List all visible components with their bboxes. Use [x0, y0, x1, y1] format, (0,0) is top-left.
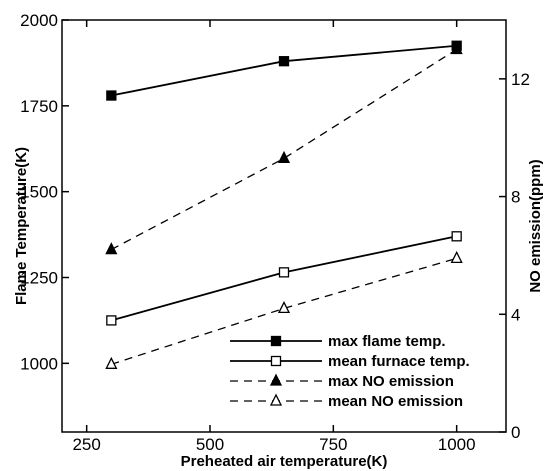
y-right-tick-label: 8	[511, 188, 520, 207]
legend-marker	[269, 393, 283, 406]
data-point	[450, 41, 463, 55]
y-left-tick-label: 1250	[20, 269, 58, 288]
legend-label: mean furnace temp.	[328, 353, 470, 370]
legend-label: max flame temp.	[328, 333, 446, 350]
legend-label: max NO emission	[328, 373, 454, 390]
data-point	[277, 150, 291, 163]
y-right-tick-label: 12	[511, 70, 530, 89]
series-line	[111, 48, 458, 251]
x-axis-title: Preheated air temperature(K)	[181, 453, 388, 470]
legend-label: mean NO emission	[328, 393, 463, 410]
y-right-tick-label: 4	[511, 305, 520, 324]
series-line	[111, 44, 457, 97]
x-tick-label: 500	[196, 435, 224, 454]
data-point	[105, 242, 118, 255]
legend-marker	[270, 335, 282, 347]
axes-ticks: 250 500 750 1000 1000 1250 1500 1750 2000 0 4 8 12	[20, 11, 530, 454]
y-axis-left-title: Flame Temperature(K)	[13, 147, 30, 305]
y-right-tick-label: 0	[511, 423, 520, 442]
data-point	[106, 90, 117, 101]
legend-entry: max NO emission	[230, 373, 454, 390]
legend-marker	[270, 355, 282, 367]
data-point	[105, 356, 118, 369]
series-3	[105, 250, 463, 369]
data-point	[277, 300, 291, 314]
series-0	[106, 40, 462, 101]
data-point	[278, 56, 290, 67]
plot-frame	[61, 19, 507, 433]
series-1	[106, 231, 462, 326]
series-2	[105, 41, 463, 255]
y-left-tick-label: 1750	[20, 97, 58, 116]
data-point	[450, 250, 463, 264]
data-point	[106, 315, 117, 326]
y-axis-right-title: NO emission(ppm)	[527, 159, 544, 292]
x-tick-label: 750	[319, 435, 347, 454]
data-point	[451, 231, 462, 242]
x-tick-label: 250	[72, 435, 100, 454]
legend-entry: mean NO emission	[230, 393, 463, 410]
y-left-tick-label: 1500	[20, 183, 58, 202]
y-left-tick-label: 2000	[20, 11, 58, 30]
legend-marker	[269, 373, 283, 386]
data-point	[278, 267, 290, 278]
legend-entry: max flame temp.	[230, 333, 446, 350]
series-line	[111, 257, 457, 365]
x-tick-label: 1000	[438, 435, 476, 454]
legend: max flame temp. mean furnace temp. max NO …	[230, 333, 470, 410]
legend-entry: mean furnace temp.	[230, 353, 470, 370]
y-left-tick-label: 1000	[20, 354, 58, 373]
series-layer	[105, 40, 463, 369]
